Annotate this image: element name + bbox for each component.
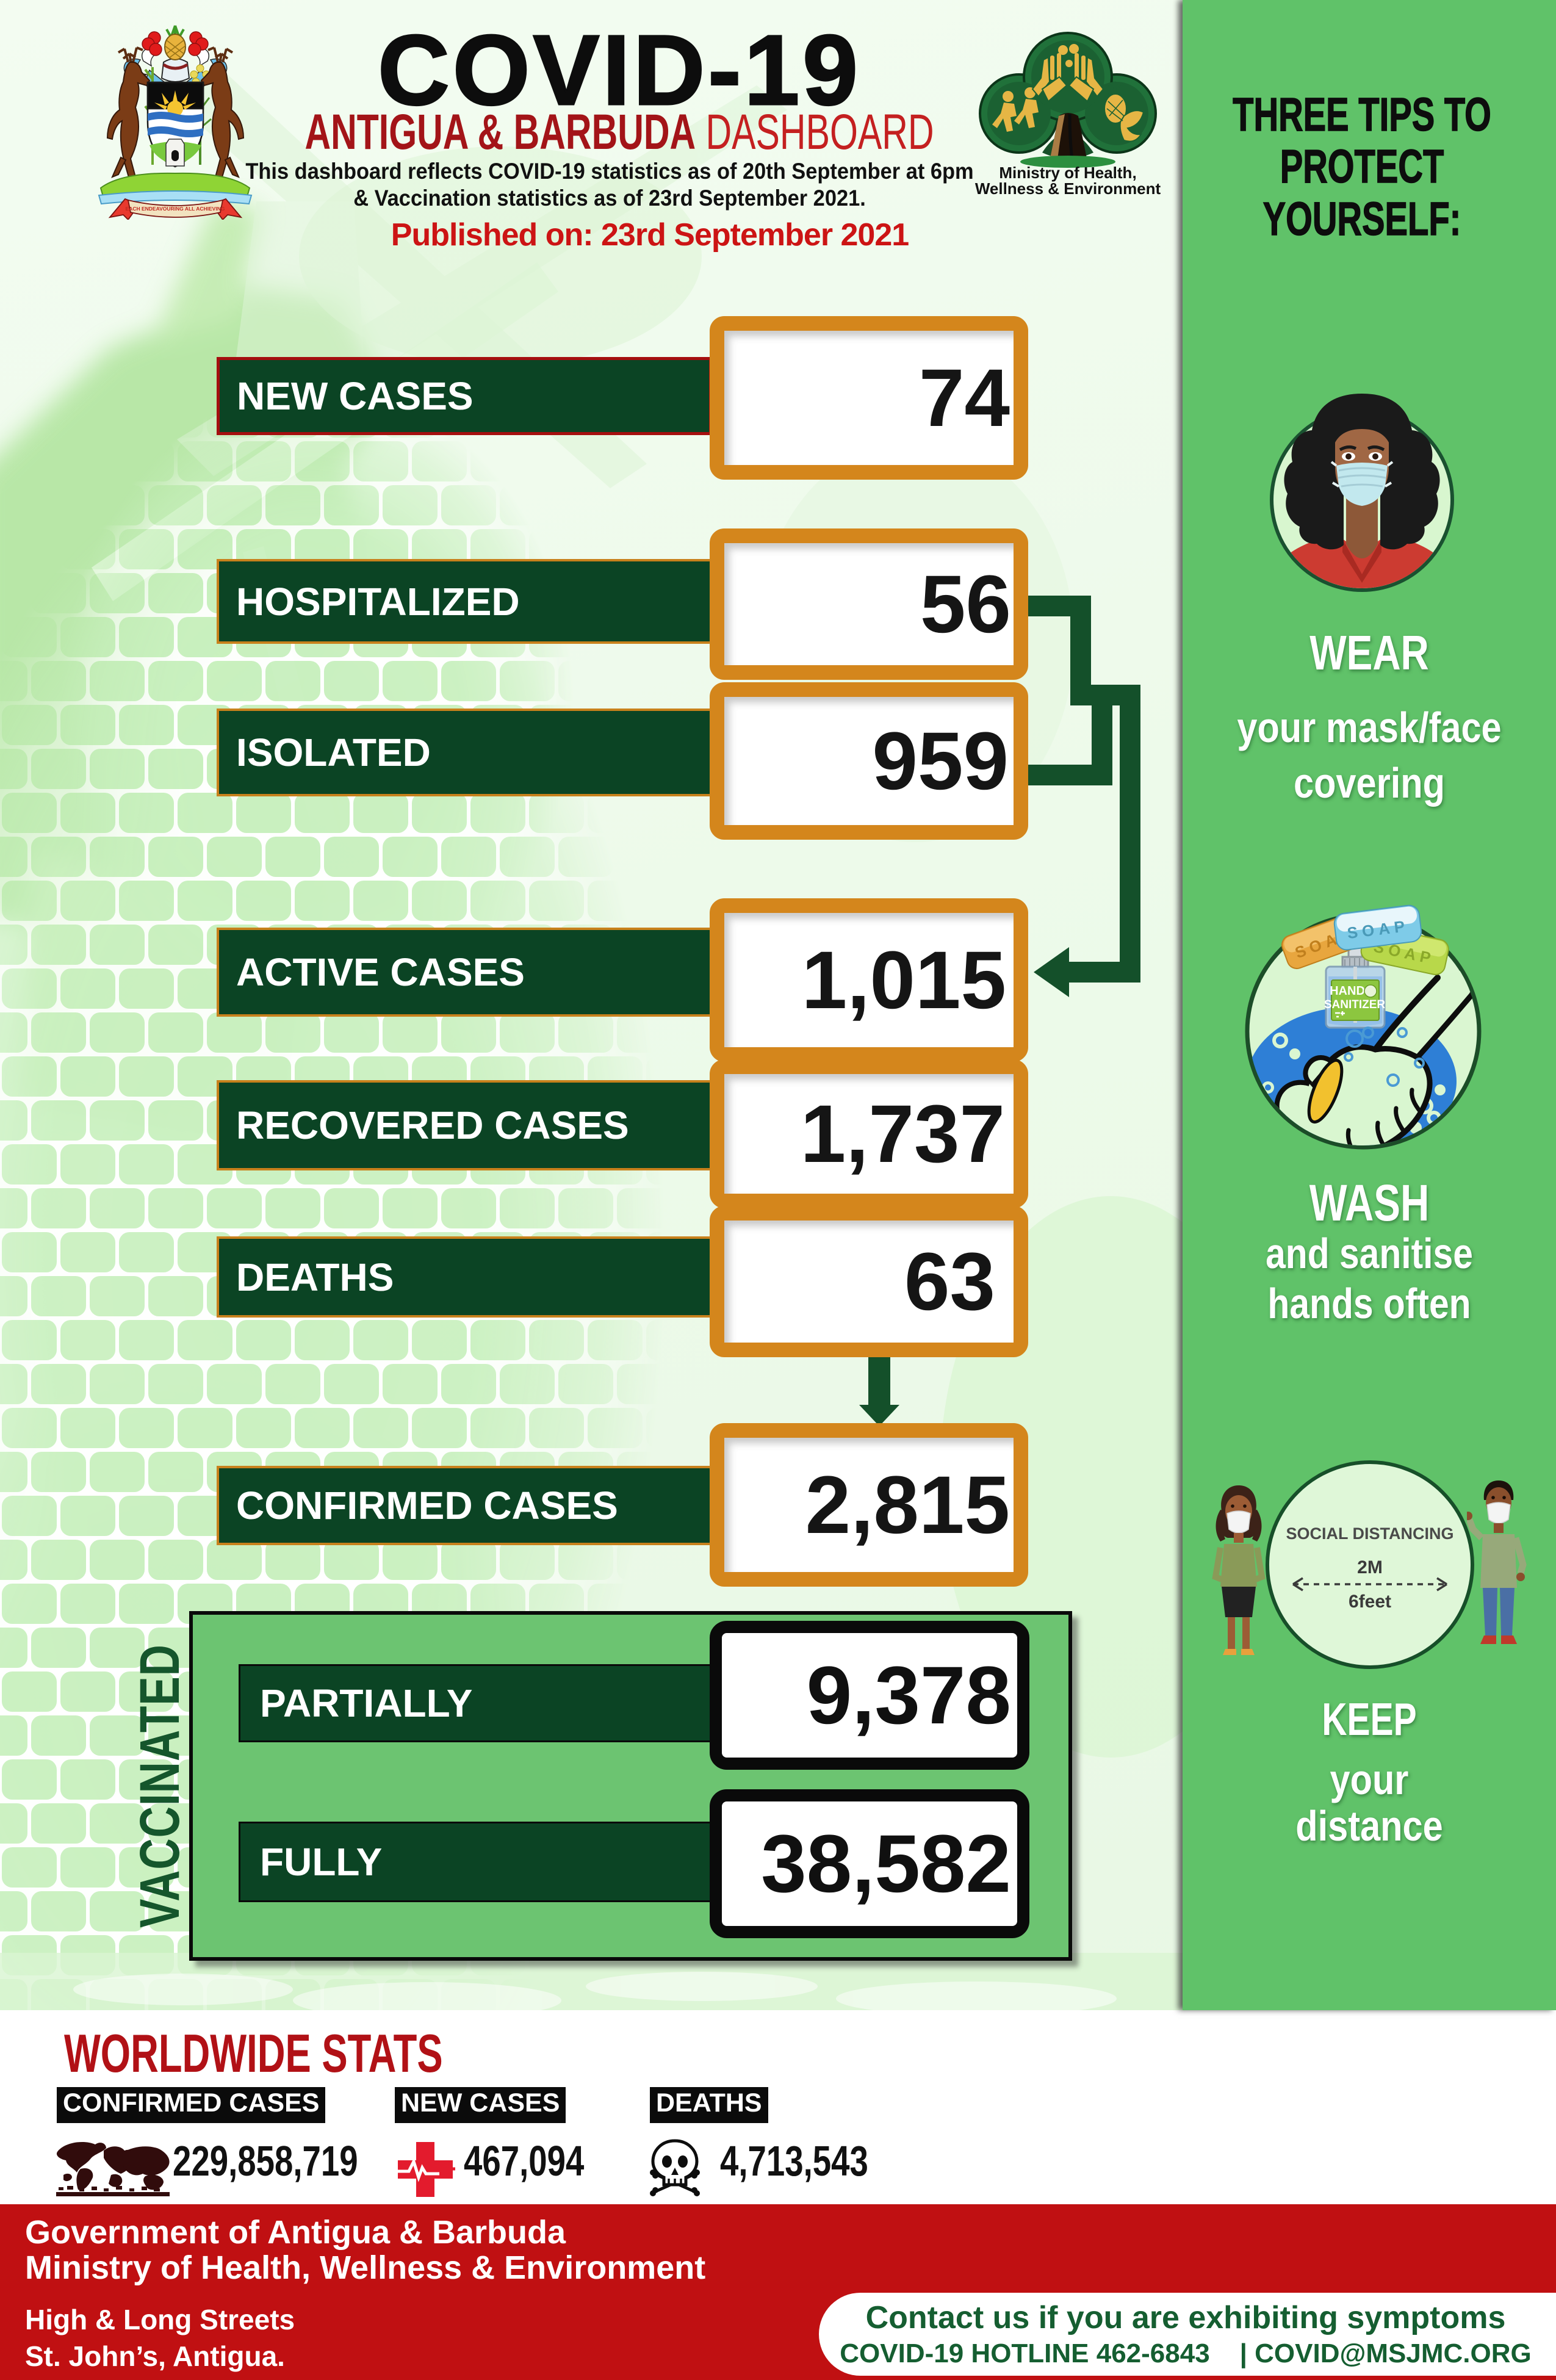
svg-text:HAND: HAND	[1330, 984, 1365, 998]
svg-text:6feet: 6feet	[1349, 1592, 1391, 1612]
svg-text:SOCIAL DISTANCING: SOCIAL DISTANCING	[1286, 1524, 1453, 1543]
svg-text:Ministry of Health,: Ministry of Health,	[999, 164, 1136, 182]
svg-text:Wellness & Environment: Wellness & Environment	[975, 179, 1161, 198]
svg-text:SANITIZER: SANITIZER	[1324, 998, 1386, 1011]
svg-text:EACH ENDEAVOURING ALL ACHIE: EACH ENDEAVOURING ALL ACHIEVING	[126, 206, 225, 212]
svg-text:2M: 2M	[1357, 1557, 1383, 1578]
